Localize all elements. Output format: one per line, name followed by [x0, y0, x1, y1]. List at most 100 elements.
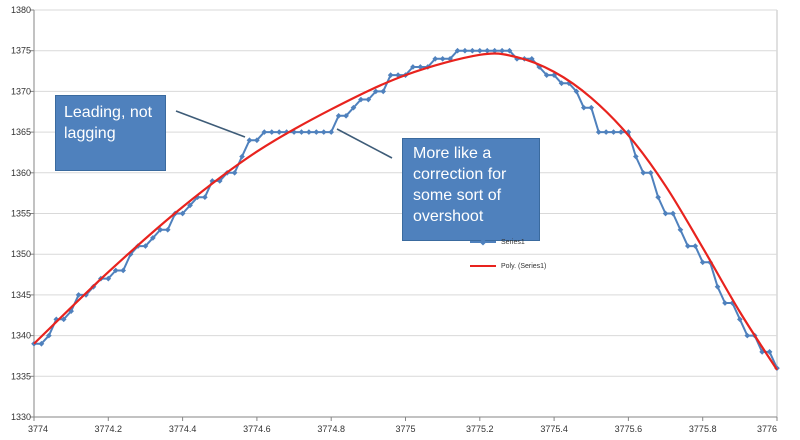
x-tick-label: 3775.8 [689, 424, 717, 434]
data-point-series1 [179, 210, 186, 217]
data-point-series1 [714, 283, 721, 290]
legend-label-poly: Poly. (Series1) [501, 262, 547, 270]
data-point-series1 [202, 194, 208, 201]
data-point-series1 [580, 104, 587, 111]
annotation-text-1: Leading, not lagging [64, 104, 153, 142]
data-point-series1 [187, 202, 193, 209]
data-point-series1 [469, 47, 476, 54]
data-point-series1 [142, 243, 149, 249]
x-tick-label: 3774.8 [317, 424, 345, 434]
y-tick-label: 1340 [11, 331, 31, 341]
data-point-series1 [670, 210, 676, 217]
data-point-series1 [343, 112, 349, 119]
data-point-series1 [662, 210, 669, 217]
data-point-series1 [75, 292, 82, 298]
annotation-callout-2: More like a correction for some sort of … [402, 138, 540, 241]
data-point-series1 [350, 104, 357, 111]
y-tick-label: 1380 [11, 5, 31, 15]
data-point-series1 [603, 129, 609, 135]
x-tick-label: 3774 [28, 424, 48, 434]
data-point-series1 [306, 129, 312, 135]
y-tick-label: 1345 [11, 290, 31, 300]
data-point-series1 [239, 153, 245, 160]
data-point-series1 [320, 129, 327, 135]
data-point-series1 [313, 129, 320, 135]
x-tick-label: 3774.6 [243, 424, 271, 434]
data-point-series1 [692, 243, 699, 249]
data-point-series1 [633, 153, 639, 160]
data-point-series1 [261, 129, 268, 135]
data-point-series1 [358, 96, 364, 103]
y-tick-label: 1370 [11, 86, 31, 96]
y-tick-label: 1330 [11, 412, 31, 422]
data-point-series1 [380, 88, 387, 95]
x-tick-label: 3774.4 [169, 424, 197, 434]
legend-swatch-poly [470, 265, 496, 267]
data-point-series1 [246, 137, 253, 144]
data-point-series1 [737, 316, 743, 323]
y-tick-label: 1350 [11, 249, 31, 259]
data-point-series1 [766, 349, 773, 355]
data-point-series1 [610, 129, 617, 135]
data-point-series1 [254, 137, 260, 144]
data-point-series1 [328, 129, 335, 135]
data-point-series1 [462, 47, 468, 54]
y-tick-label: 1335 [11, 371, 31, 381]
data-point-series1 [595, 129, 602, 135]
legend-swatch-series1 [470, 238, 496, 246]
data-point-series1 [410, 64, 416, 70]
data-point-series1 [112, 267, 119, 274]
data-point-series1 [387, 72, 394, 78]
data-point-series1 [588, 104, 595, 111]
data-point-series1 [722, 300, 728, 306]
annotation-lines [175, 110, 393, 159]
data-point-series1 [365, 96, 372, 103]
x-tick-label: 3775 [395, 424, 415, 434]
data-point-series1 [543, 72, 550, 78]
legend-label-series1: Series1 [501, 238, 525, 246]
data-point-series1 [640, 169, 647, 176]
data-point-series1 [744, 332, 751, 339]
annotation-line-1 [175, 110, 246, 138]
data-point-series1 [647, 169, 654, 176]
data-point-series1 [372, 88, 379, 95]
data-point-series1 [157, 226, 164, 233]
x-axis-ticks: 3774 3774.2 3774.4 3774.6 3774.8 3775 3775.2 37… [28, 417, 778, 434]
legend: Series1 Poly. (Series1) [470, 236, 580, 284]
data-point-series1 [439, 56, 446, 62]
y-tick-label: 1360 [11, 168, 31, 178]
data-point-series1 [618, 129, 624, 135]
data-point-series1 [150, 235, 156, 241]
annotation-text-2: More like a correction for some sort of … [413, 145, 507, 225]
data-point-series1 [120, 267, 126, 274]
legend-item-poly: Poly. (Series1) [470, 260, 580, 272]
data-point-series1 [558, 80, 565, 87]
data-point-series1 [476, 47, 483, 54]
data-point-series1 [677, 226, 684, 233]
y-axis-ticks: 1330 1335 1340 1345 1350 1355 1360 1365 1370 1375… [11, 5, 34, 422]
y-tick-label: 1375 [11, 46, 31, 56]
data-point-series1 [335, 112, 342, 119]
data-point-series1 [268, 129, 275, 135]
data-point-series1 [685, 243, 691, 249]
legend-item-series1: Series1 [470, 236, 580, 248]
x-tick-label: 3774.2 [95, 424, 123, 434]
annotation-line-2 [336, 128, 393, 159]
x-tick-label: 3775.4 [540, 424, 568, 434]
gridlines [34, 9, 777, 377]
data-point-series1 [105, 275, 112, 282]
series-line-poly-trendline [33, 52, 778, 371]
data-point-series1 [276, 129, 283, 135]
data-point-series1 [164, 226, 171, 233]
x-tick-label: 3776 [757, 424, 777, 434]
data-point-series1 [573, 88, 580, 95]
data-point-series1 [231, 169, 238, 176]
y-tick-label: 1365 [11, 127, 31, 137]
data-point-series1 [655, 194, 661, 201]
x-tick-label: 3775.6 [615, 424, 643, 434]
data-point-series1 [699, 259, 706, 266]
data-point-series1 [298, 129, 305, 135]
x-tick-label: 3775.2 [466, 424, 494, 434]
annotation-callout-1: Leading, not lagging [55, 95, 166, 171]
